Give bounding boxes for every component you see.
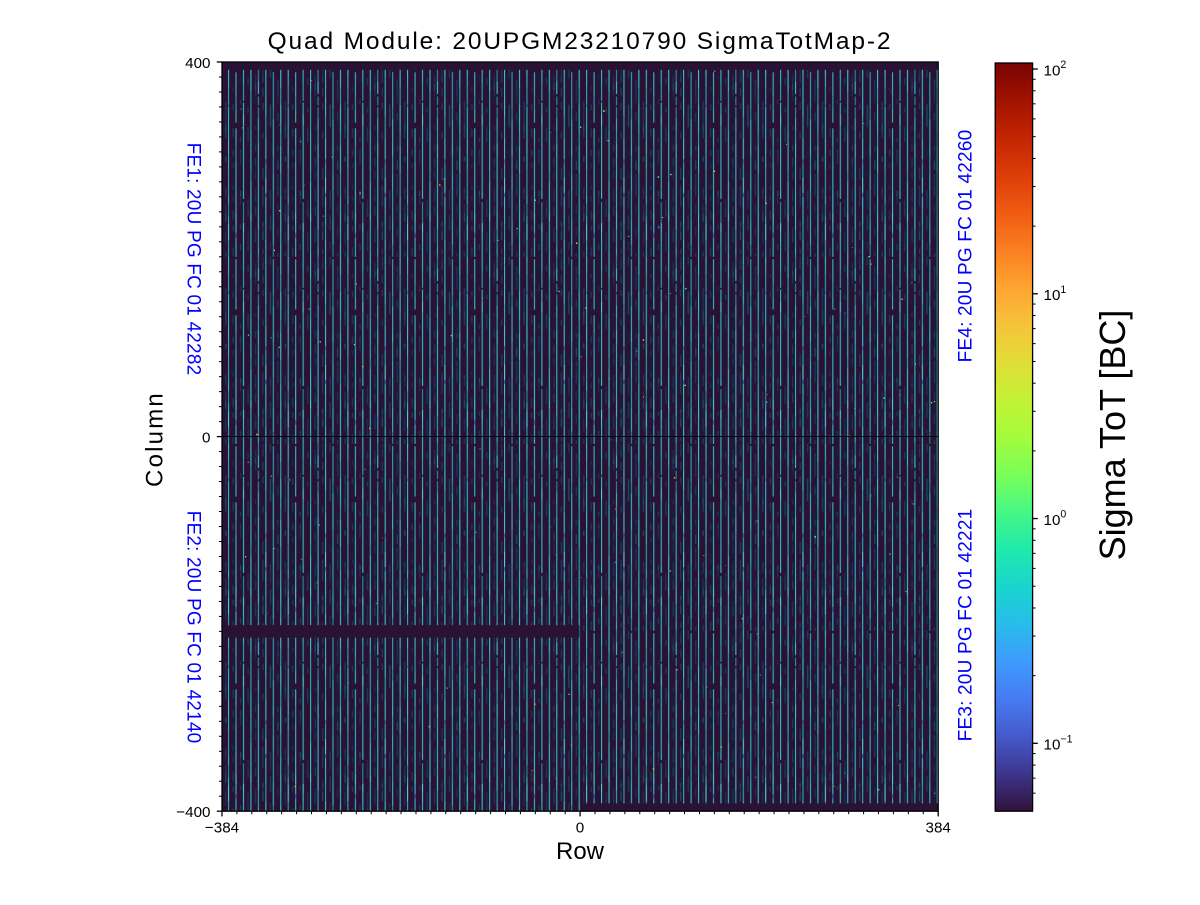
svg-text:FE1: 20U PG FC 01 42282: FE1: 20U PG FC 01 42282 (183, 143, 204, 376)
svg-text:0: 0 (576, 819, 584, 836)
svg-text:400: 400 (185, 55, 210, 72)
svg-text:384: 384 (926, 819, 951, 836)
svg-text:Column: Column (142, 391, 169, 487)
svg-text:Quad Module: 20UPGM23210790 Si: Quad Module: 20UPGM23210790 SigmaTotMap-… (268, 28, 893, 55)
svg-text:0: 0 (202, 430, 210, 447)
svg-text:Sigma ToT [BC]: Sigma ToT [BC] (1092, 310, 1133, 561)
svg-text:FE3: 20U PG FC 01 42221: FE3: 20U PG FC 01 42221 (956, 509, 977, 742)
svg-text:FE4: 20U PG FC 01 42260: FE4: 20U PG FC 01 42260 (956, 130, 977, 363)
svg-text:−400: −400 (176, 804, 210, 821)
svg-text:−384: −384 (205, 819, 239, 836)
svg-text:Row: Row (556, 838, 605, 865)
svg-text:FE2: 20U PG FC 01 42140: FE2: 20U PG FC 01 42140 (183, 511, 204, 744)
